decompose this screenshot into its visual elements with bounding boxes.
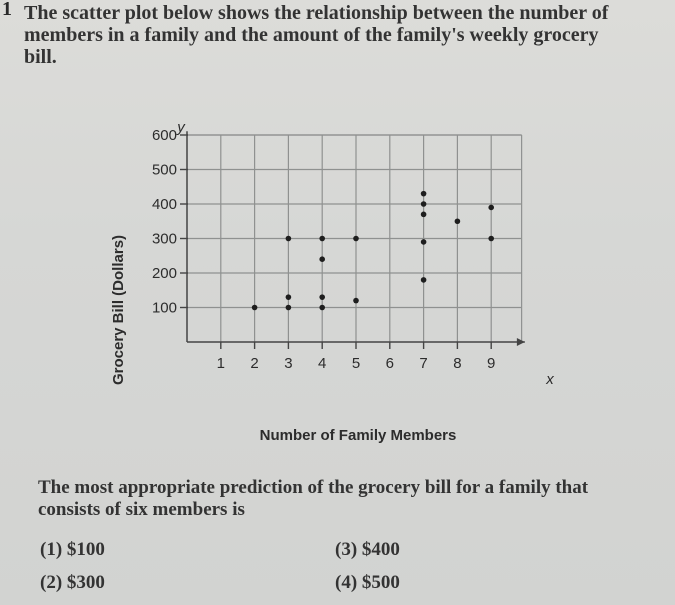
y-tick-label: 100 — [152, 300, 177, 317]
x-tick-label: 7 — [419, 355, 427, 372]
x-axis-name: x — [545, 371, 554, 388]
x-tick-label: 1 — [217, 355, 225, 372]
x-tick-label: 8 — [453, 355, 461, 372]
y-tick-label: 600 — [152, 127, 177, 144]
plot-grid — [187, 134, 523, 342]
x-axis-label: Number of Family Members — [260, 427, 457, 444]
y-axis-label: Grocery Bill (Dollars) — [110, 235, 127, 385]
y-axis-name: y — [176, 119, 186, 136]
question-number: 1 — [2, 0, 12, 20]
data-point — [285, 294, 292, 300]
data-point — [353, 297, 359, 304]
data-point — [488, 204, 495, 211]
y-tick-label: 500 — [152, 162, 177, 179]
data-point — [285, 235, 292, 242]
y-tick-label: 300 — [152, 231, 177, 248]
data-point — [420, 277, 427, 283]
data-point — [319, 294, 326, 300]
plot-ticks: 100 200 300 400 500 600 1 2 3 4 5 6 7 8 9 — [152, 127, 495, 372]
x-tick-label: 4 — [318, 355, 326, 372]
data-point — [319, 304, 326, 311]
question-line: bill. — [24, 46, 57, 68]
data-point — [420, 190, 427, 197]
choice-1[interactable]: (1) $100 — [40, 539, 105, 560]
x-tick-label: 2 — [250, 355, 258, 372]
data-point — [420, 239, 427, 245]
x-tick-label: 3 — [284, 355, 292, 372]
y-tick-label: 400 — [152, 196, 177, 213]
x-tick-label: 6 — [386, 355, 394, 372]
choice-3[interactable]: (3) $400 — [335, 539, 400, 560]
data-point — [488, 235, 495, 242]
choice-4[interactable]: (4) $500 — [335, 572, 400, 593]
data-point — [319, 256, 326, 262]
data-point — [420, 211, 427, 218]
y-tick-label: 200 — [152, 265, 177, 282]
data-point — [353, 235, 359, 242]
question-text: The scatter plot below shows the relatio… — [24, 2, 654, 68]
data-point — [285, 304, 292, 311]
data-point — [319, 235, 326, 242]
question-line: The scatter plot below shows the relatio… — [24, 2, 609, 24]
x-axis-arrow — [516, 338, 525, 346]
data-point — [251, 304, 258, 311]
data-point — [420, 201, 427, 207]
choice-2[interactable]: (2) $300 — [40, 572, 105, 593]
prompt-line: The most appropriate prediction of the g… — [38, 477, 589, 498]
prompt-text: The most appropriate prediction of the g… — [38, 477, 658, 521]
x-tick-label: 9 — [487, 355, 495, 372]
x-tick-label: 5 — [352, 355, 360, 372]
data-point — [454, 218, 461, 225]
question-line: members in a family and the amount of th… — [24, 24, 599, 46]
scatter-plot: 100 200 300 400 500 600 1 2 3 4 5 6 7 8 9 Grocery Bill… — [110, 119, 554, 444]
prompt-line: consists of six members is — [38, 499, 245, 520]
plot-points — [251, 190, 495, 311]
